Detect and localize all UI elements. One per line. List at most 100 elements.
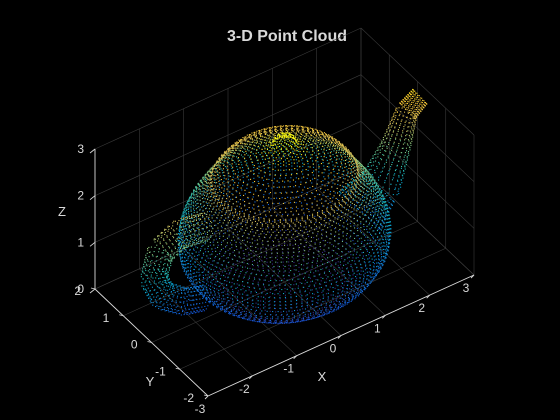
cloud-point bbox=[338, 149, 340, 151]
cloud-point bbox=[249, 275, 251, 277]
cloud-point bbox=[358, 188, 360, 190]
cloud-point bbox=[284, 284, 286, 286]
cloud-point bbox=[205, 261, 207, 263]
cloud-point bbox=[219, 206, 221, 208]
cloud-point bbox=[205, 185, 207, 187]
cloud-point bbox=[277, 239, 279, 241]
cloud-point bbox=[226, 170, 228, 172]
cloud-point bbox=[322, 133, 324, 135]
cloud-point bbox=[360, 169, 362, 171]
cloud-point bbox=[232, 148, 234, 150]
cloud-point bbox=[216, 217, 218, 219]
cloud-point bbox=[329, 139, 331, 141]
cloud-point bbox=[329, 286, 331, 288]
cloud-point bbox=[193, 211, 195, 213]
cloud-point bbox=[365, 236, 367, 238]
cloud-point bbox=[272, 163, 274, 165]
cloud-point bbox=[410, 118, 412, 120]
cloud-point bbox=[187, 291, 189, 293]
cloud-point bbox=[211, 217, 213, 219]
cloud-point bbox=[372, 187, 374, 189]
cloud-point bbox=[375, 225, 377, 227]
cloud-point bbox=[349, 187, 351, 189]
cloud-point bbox=[326, 254, 328, 256]
cloud-point bbox=[339, 289, 341, 291]
cloud-point bbox=[380, 212, 382, 214]
grid-line bbox=[94, 74, 362, 196]
cloud-point bbox=[360, 204, 362, 206]
cloud-point bbox=[296, 309, 298, 311]
cloud-point bbox=[335, 142, 337, 144]
cloud-point bbox=[363, 178, 365, 180]
cloud-point bbox=[389, 123, 391, 125]
cloud-point bbox=[390, 183, 392, 185]
cloud-point bbox=[232, 150, 234, 152]
cloud-point bbox=[248, 297, 250, 299]
cloud-point bbox=[354, 199, 356, 201]
cloud-point bbox=[408, 109, 410, 111]
cloud-point bbox=[272, 147, 274, 149]
cloud-point bbox=[327, 144, 329, 146]
cloud-point bbox=[383, 145, 385, 147]
cloud-point bbox=[206, 288, 208, 290]
cloud-point bbox=[219, 221, 221, 223]
cloud-point bbox=[361, 241, 363, 243]
cloud-point bbox=[272, 267, 274, 269]
cloud-point bbox=[275, 245, 277, 247]
cloud-point bbox=[229, 154, 231, 156]
cloud-point bbox=[355, 253, 357, 255]
cloud-point bbox=[242, 167, 244, 169]
cloud-point bbox=[174, 233, 176, 235]
cloud-point bbox=[209, 200, 211, 202]
cloud-point bbox=[214, 265, 216, 267]
cloud-point bbox=[203, 201, 205, 203]
cloud-point bbox=[329, 201, 331, 203]
cloud-point bbox=[342, 147, 344, 149]
cloud-point bbox=[190, 238, 192, 240]
cloud-point bbox=[341, 189, 343, 191]
cloud-point bbox=[239, 301, 241, 303]
cloud-point bbox=[277, 169, 279, 171]
cloud-point bbox=[296, 165, 298, 167]
cloud-point bbox=[306, 159, 308, 161]
cloud-point bbox=[349, 154, 351, 156]
cloud-point bbox=[405, 95, 407, 97]
cloud-point bbox=[356, 208, 358, 210]
cloud-point bbox=[358, 174, 360, 176]
cloud-point bbox=[312, 131, 314, 133]
cloud-point bbox=[264, 191, 266, 193]
cloud-point bbox=[230, 147, 232, 149]
cloud-point bbox=[300, 133, 302, 135]
cloud-point bbox=[268, 127, 270, 129]
cloud-point bbox=[234, 196, 236, 198]
cloud-point bbox=[287, 135, 289, 137]
cloud-point bbox=[338, 143, 340, 145]
cloud-point bbox=[217, 199, 219, 201]
cloud-point bbox=[202, 295, 204, 297]
cloud-point bbox=[248, 179, 250, 181]
cloud-point bbox=[408, 134, 410, 136]
cloud-point bbox=[266, 155, 268, 157]
cloud-point bbox=[234, 208, 236, 210]
cloud-point bbox=[287, 196, 289, 198]
cloud-point bbox=[405, 99, 407, 101]
cloud-point bbox=[260, 300, 262, 302]
cloud-point bbox=[375, 202, 377, 204]
cloud-point bbox=[377, 185, 379, 187]
cloud-point bbox=[267, 145, 269, 147]
cloud-point bbox=[250, 178, 252, 180]
cloud-point bbox=[324, 135, 326, 137]
cloud-point bbox=[357, 169, 359, 171]
cloud-point bbox=[255, 142, 257, 144]
cloud-point bbox=[313, 133, 315, 135]
cloud-point bbox=[295, 185, 297, 187]
cloud-point bbox=[225, 257, 227, 259]
cloud-point bbox=[238, 260, 240, 262]
cloud-point bbox=[333, 141, 335, 143]
cloud-point bbox=[204, 286, 206, 288]
cloud-point bbox=[188, 273, 190, 275]
cloud-point bbox=[269, 129, 271, 131]
cloud-point bbox=[204, 198, 206, 200]
cloud-point bbox=[354, 157, 356, 159]
cloud-point bbox=[379, 145, 381, 147]
